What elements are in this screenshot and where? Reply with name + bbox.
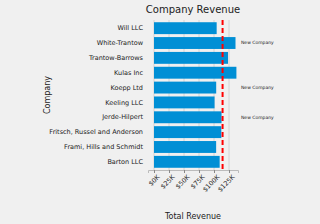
axis-line xyxy=(149,171,239,174)
x-axis: $0K$25K$50K$75K$100K$125K xyxy=(147,170,238,194)
tick: Will LLC xyxy=(117,24,148,32)
bar xyxy=(154,141,216,153)
tick-label: Keeling LLC xyxy=(105,99,143,107)
tick-mark xyxy=(199,170,200,173)
tick-mark xyxy=(214,170,215,173)
bar xyxy=(154,111,222,123)
tick-label: $50K xyxy=(174,173,192,191)
bar xyxy=(154,52,228,64)
annotation: New Company xyxy=(241,115,274,120)
annotation: New Company xyxy=(241,85,274,90)
y-axis-title: Company xyxy=(43,76,52,114)
chart: $0K$25K$50K$75K$100K$125K Barton LLC Frami… xyxy=(0,0,320,224)
x-axis-title: Total Revenue xyxy=(164,212,221,221)
tick-mark xyxy=(229,170,230,173)
annotation: New Company xyxy=(241,40,274,45)
tick: Frami, Hills and Schmidt xyxy=(64,143,148,151)
tick-label: Barton LLC xyxy=(107,158,143,166)
tick-label: Frami, Hills and Schmidt xyxy=(64,143,143,151)
bar xyxy=(154,82,216,94)
tick: Fritsch, Russel and Anderson xyxy=(49,128,148,136)
tick: Kulas Inc xyxy=(114,69,148,77)
tick-label: Will LLC xyxy=(117,24,143,32)
tick: $25K xyxy=(159,170,177,191)
bar xyxy=(154,22,217,34)
tick-label: $125K xyxy=(216,173,237,194)
tick: Keeling LLC xyxy=(105,99,148,107)
tick-mark xyxy=(154,170,155,173)
tick-label: Kulas Inc xyxy=(114,69,143,77)
tick: $125K xyxy=(216,170,237,194)
tick-mark xyxy=(184,170,185,173)
bar xyxy=(154,67,236,79)
tick-mark xyxy=(169,170,170,173)
mean-line xyxy=(222,20,224,170)
bar xyxy=(154,126,221,138)
tick: Koepp Ltd xyxy=(110,84,148,92)
tick: White-Trantow xyxy=(97,39,148,47)
tick-label: Trantow-Barrows xyxy=(88,54,144,62)
title: Company Revenue xyxy=(146,4,240,15)
background xyxy=(0,0,320,224)
bar xyxy=(154,156,220,168)
tick-label: Fritsch, Russel and Anderson xyxy=(49,128,143,136)
bar xyxy=(154,96,215,108)
tick-label: Jerde-Hilpert xyxy=(101,113,143,121)
tick-label: White-Trantow xyxy=(97,39,144,47)
tick: Jerde-Hilpert xyxy=(101,113,148,121)
tick: Trantow-Barrows xyxy=(88,54,148,62)
tick: $50K xyxy=(174,170,192,191)
bars xyxy=(154,20,236,170)
y-axis: Barton LLC Frami, Hills and Schmidt Fritsc… xyxy=(49,24,148,166)
tick: Barton LLC xyxy=(107,158,148,166)
tick-label: $25K xyxy=(159,173,177,191)
tick-label: Koepp Ltd xyxy=(110,84,143,92)
plot: $0K$25K$50K$75K$100K$125K Barton LLC Frami… xyxy=(49,20,274,194)
